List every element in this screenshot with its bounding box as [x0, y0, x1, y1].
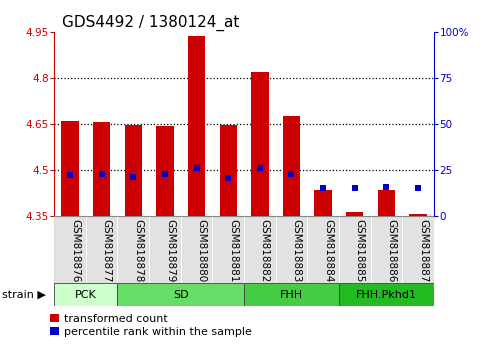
- Bar: [371, 216, 402, 285]
- Bar: [54, 216, 86, 285]
- Text: PCK: PCK: [75, 290, 97, 300]
- Text: GSM818880: GSM818880: [197, 219, 207, 282]
- Bar: [276, 216, 307, 285]
- Text: GSM818882: GSM818882: [260, 219, 270, 283]
- Bar: [244, 216, 276, 285]
- Text: strain ▶: strain ▶: [2, 290, 46, 300]
- Bar: [156, 126, 174, 216]
- Bar: [54, 283, 117, 306]
- Text: GDS4492 / 1380124_at: GDS4492 / 1380124_at: [62, 14, 239, 30]
- Bar: [339, 283, 434, 306]
- Bar: [409, 215, 427, 216]
- Bar: [402, 216, 434, 285]
- Bar: [307, 216, 339, 285]
- Text: GSM818883: GSM818883: [291, 219, 302, 283]
- Bar: [117, 216, 149, 285]
- Legend: transformed count, percentile rank within the sample: transformed count, percentile rank withi…: [50, 314, 252, 337]
- Text: GSM818884: GSM818884: [323, 219, 333, 283]
- Text: FHH: FHH: [280, 290, 303, 300]
- Bar: [181, 216, 212, 285]
- Bar: [283, 116, 300, 216]
- Bar: [86, 216, 117, 285]
- Bar: [93, 122, 110, 216]
- Text: GSM818879: GSM818879: [165, 219, 175, 283]
- Bar: [378, 190, 395, 216]
- Bar: [219, 125, 237, 216]
- Bar: [117, 283, 244, 306]
- Text: GSM818876: GSM818876: [70, 219, 80, 283]
- Bar: [315, 190, 332, 216]
- Text: GSM818878: GSM818878: [133, 219, 143, 283]
- Text: GSM818885: GSM818885: [355, 219, 365, 283]
- Text: GSM818881: GSM818881: [228, 219, 238, 283]
- Bar: [251, 72, 269, 216]
- Bar: [61, 121, 79, 216]
- Text: GSM818886: GSM818886: [387, 219, 396, 283]
- Bar: [188, 36, 205, 216]
- Text: SD: SD: [173, 290, 189, 300]
- Bar: [212, 216, 244, 285]
- Text: GSM818887: GSM818887: [418, 219, 428, 283]
- Bar: [149, 216, 181, 285]
- Bar: [339, 216, 371, 285]
- Bar: [244, 283, 339, 306]
- Text: FHH.Pkhd1: FHH.Pkhd1: [356, 290, 417, 300]
- Text: GSM818877: GSM818877: [102, 219, 112, 283]
- Bar: [346, 212, 363, 216]
- Bar: [125, 125, 142, 216]
